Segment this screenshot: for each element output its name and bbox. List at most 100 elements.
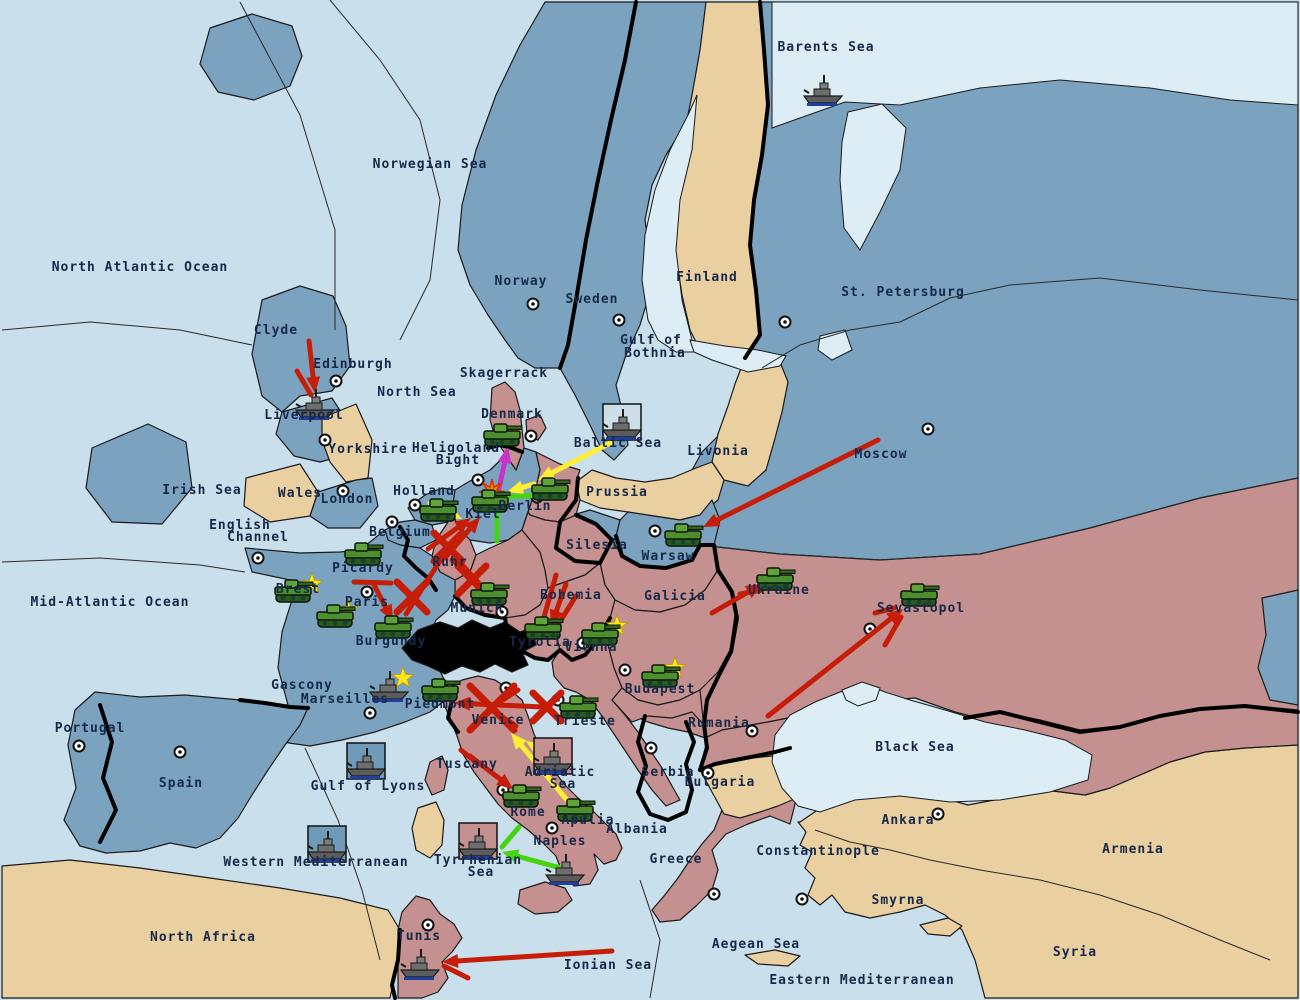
army-unit[interactable]: Army Ukraine bbox=[756, 567, 796, 591]
province-trieste-dalmatia[interactable] bbox=[551, 639, 681, 807]
fleet-unit[interactable]: Fleet Western Mediterranean bbox=[306, 825, 348, 863]
supply-center-marker bbox=[701, 766, 715, 780]
region-label: Denmark bbox=[481, 407, 543, 422]
army-unit[interactable]: Army Paris bbox=[316, 604, 356, 628]
region-label: Gascony bbox=[271, 678, 333, 693]
army-unit[interactable]: Army Holland bbox=[419, 498, 459, 522]
province-north-africa[interactable] bbox=[1, 859, 401, 999]
order-arrow bbox=[872, 605, 897, 616]
national-border bbox=[390, 928, 402, 1000]
region-label: Silesia bbox=[566, 538, 628, 553]
sea-gulf-of-bothnia[interactable] bbox=[641, 94, 701, 353]
region-label: Bulgaria bbox=[685, 775, 756, 790]
region-label: Trieste bbox=[554, 714, 616, 729]
province-switzerland[interactable] bbox=[401, 619, 537, 675]
region-label: Spain bbox=[159, 776, 203, 791]
region-label: Clyde bbox=[254, 323, 298, 338]
province-caspian[interactable] bbox=[1257, 589, 1299, 706]
supply-center-marker bbox=[526, 297, 540, 311]
fleet-unit[interactable]: Fleet Marseilles bbox=[368, 671, 410, 702]
army-unit[interactable]: Army Kiel bbox=[471, 489, 511, 513]
region-label: Eastern Mediterranean bbox=[769, 973, 954, 988]
army-unit[interactable]: Army Munich bbox=[470, 582, 510, 606]
region-label: Barents Sea bbox=[777, 40, 874, 55]
supply-center-marker bbox=[72, 739, 86, 753]
region-label: Marseilles bbox=[301, 692, 389, 707]
fleet-unit[interactable]: Fleet St. Petersburg bbox=[802, 75, 844, 106]
army-unit[interactable]: Army Apulia bbox=[556, 798, 596, 822]
region-label: Irish Sea bbox=[162, 483, 241, 498]
region-label: Armenia bbox=[1102, 842, 1164, 857]
region-label: Paris bbox=[345, 595, 389, 610]
army-unit[interactable]: Army Warsaw bbox=[664, 523, 704, 547]
region-label: Heligoland bbox=[412, 441, 500, 456]
supply-center-marker bbox=[545, 821, 559, 835]
region-label: Picardy bbox=[332, 561, 394, 576]
province-sardinia[interactable] bbox=[411, 801, 445, 859]
province-livonia[interactable] bbox=[711, 357, 789, 487]
army-unit[interactable]: Army Picardy bbox=[344, 542, 384, 566]
fleet-unit[interactable]: Fleet Tyrrhenian Sea bbox=[457, 822, 499, 860]
army-unit[interactable]: Army Rome bbox=[502, 784, 542, 808]
order-arrow bbox=[538, 439, 615, 480]
region-label: Channel bbox=[227, 530, 289, 545]
region-label: Skagerrack bbox=[460, 366, 548, 381]
sea-barents-sea[interactable] bbox=[771, 1, 1299, 129]
region-label: Yorkshire bbox=[328, 442, 407, 457]
sea-crimea-tip[interactable] bbox=[841, 681, 881, 707]
national-border bbox=[453, 594, 612, 662]
region-label: Greece bbox=[650, 852, 703, 867]
region-label: Livonia bbox=[687, 444, 749, 459]
province-italy[interactable] bbox=[442, 675, 623, 887]
fleet-unit[interactable]: Fleet Baltic Sea bbox=[601, 403, 643, 441]
army-unit[interactable]: Army Burgundy bbox=[374, 615, 414, 639]
army-unit[interactable]: Army Berlin bbox=[531, 477, 571, 501]
sea-zone-border bbox=[304, 747, 381, 961]
fleet-unit[interactable]: Fleet Liverpool bbox=[294, 389, 336, 420]
sea-gulf-of-finland[interactable] bbox=[689, 339, 787, 373]
army-unit[interactable]: Army Budapest bbox=[641, 664, 681, 688]
army-unit[interactable]: Army Sevastopol bbox=[900, 583, 940, 607]
region-label: Adriatic bbox=[525, 765, 596, 780]
bounce-x-marker bbox=[466, 682, 518, 734]
army-unit[interactable]: Army Brest bbox=[274, 579, 314, 603]
region-label: Sea bbox=[550, 777, 576, 792]
army-unit[interactable]: Army Trieste bbox=[559, 695, 599, 719]
national-border bbox=[558, 0, 638, 370]
army-unit[interactable]: Army Tyrolia bbox=[524, 616, 564, 640]
order-arrow bbox=[442, 948, 615, 968]
province-london[interactable] bbox=[309, 477, 379, 529]
province-clyde-edinburgh[interactable] bbox=[251, 285, 351, 413]
supply-center-marker bbox=[648, 524, 662, 538]
region-label: Albania bbox=[606, 822, 668, 837]
sea-zone-border bbox=[239, 1, 336, 330]
region-label: Western Mediterranean bbox=[223, 855, 408, 870]
bounce-x-marker bbox=[393, 578, 431, 616]
province-iceland[interactable] bbox=[199, 13, 303, 101]
region-label: Prussia bbox=[586, 485, 648, 500]
sea-white-sea[interactable] bbox=[839, 103, 907, 251]
region-label: Sevastopol bbox=[877, 601, 965, 616]
region-label: Bohemia bbox=[540, 588, 602, 603]
fleet-unit[interactable]: Fleet Gulf of Lyons bbox=[345, 742, 387, 780]
order-arrow bbox=[458, 747, 481, 767]
province-cyprus[interactable] bbox=[919, 917, 963, 937]
fleet-unit[interactable]: Fleet Adriatic Sea bbox=[532, 737, 574, 775]
province-corsica[interactable] bbox=[424, 755, 449, 796]
province-crete[interactable] bbox=[744, 949, 801, 967]
province-ireland[interactable] bbox=[85, 423, 193, 525]
province-sicily[interactable] bbox=[517, 881, 573, 915]
province-turkey[interactable] bbox=[797, 744, 1299, 999]
region-label: Naples bbox=[534, 834, 587, 849]
region-label: Gulf of Lyons bbox=[311, 779, 426, 794]
supply-center-marker bbox=[251, 551, 265, 565]
fleet-unit[interactable]: Fleet Tunis bbox=[399, 949, 441, 980]
army-unit[interactable]: Army Piedmont bbox=[421, 678, 461, 702]
region-label: North Sea bbox=[377, 385, 456, 400]
army-unit[interactable]: Army Denmark bbox=[483, 423, 523, 447]
region-label: Mid-Atlantic Ocean bbox=[31, 595, 190, 610]
army-unit[interactable]: Army Vienna bbox=[581, 622, 621, 646]
region-label: Norwegian Sea bbox=[373, 157, 488, 172]
fleet-unit[interactable]: Fleet Naples bbox=[544, 854, 586, 885]
